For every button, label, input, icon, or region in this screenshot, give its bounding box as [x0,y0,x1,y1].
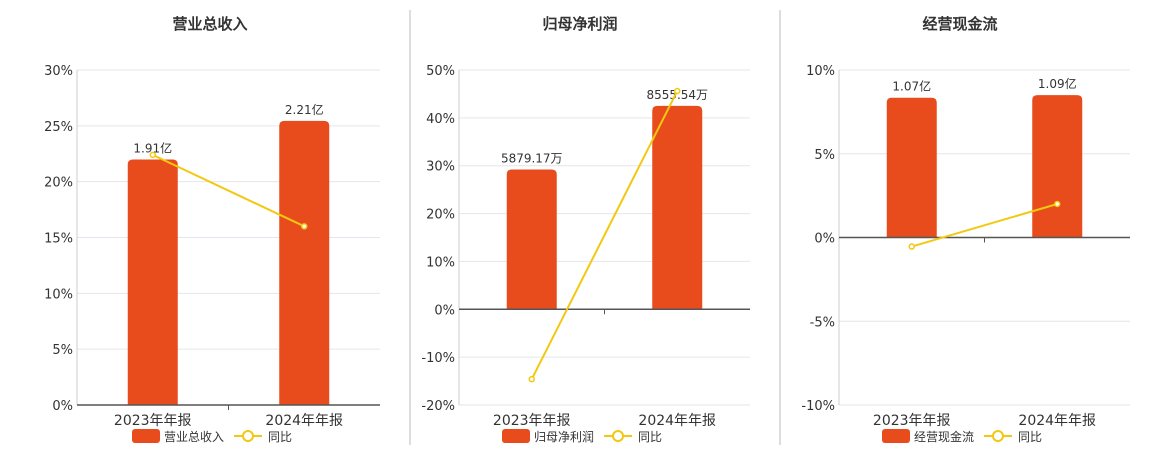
y-tick-label: 50% [426,64,455,79]
bar [506,169,557,310]
y-tick-label: 40% [426,112,455,127]
yoy-point [528,375,535,383]
legend-line-marker [612,430,624,442]
legend-line-label: 同比 [1018,430,1042,444]
y-tick-label: 0% [814,232,835,247]
x-tick-label: 2024年年报 [1018,413,1096,429]
yoy-line [152,153,305,228]
y-tick-label: -10% [801,399,835,414]
legend-line-label: 同比 [638,430,662,444]
yoy-point [149,151,156,159]
yoy-point [1054,200,1061,208]
yoy-point [301,223,308,230]
bar-data-label: 2.21亿 [285,102,324,117]
y-tick-label: 30% [44,64,73,79]
y-tick-label: -5% [810,315,835,330]
y-tick-label: 5% [814,148,835,163]
legend-bar-label: 经营现金流 [914,429,974,444]
chart-title: 营业总收入 [172,15,247,33]
legend-bar-swatch [502,429,530,443]
y-tick-label: 10% [426,255,455,270]
legend-line-label: 同比 [268,430,292,444]
x-tick-label: 2023年年报 [493,413,571,429]
x-tick-label: 2023年年报 [114,413,192,429]
y-tick-label: 5% [52,343,73,358]
chart-3: 经营现金流 -10% -5% 0% 5% 10% 1.07亿 1.09亿 2023年年报 2024… [801,15,1130,444]
bar [127,159,178,405]
bar [652,105,703,310]
yoy-line [530,90,679,380]
yoy-point [674,87,681,95]
y-tick-label: 25% [44,120,73,135]
legend-bar-swatch [132,429,160,443]
bar [886,97,937,238]
legend-bar-swatch [882,429,910,443]
x-tick-label: 2023年年报 [873,413,951,429]
chart-2: 归母净利润 -20% -10% 0% 10% 20% 30% 40% 50% 5879.17万 85… [421,15,750,444]
y-tick-label: -20% [421,399,455,414]
y-tick-label: 10% [806,64,835,79]
y-tick-label: 0% [434,303,455,318]
bar-data-label: 8555.54万 [646,88,708,102]
yoy-point [908,243,915,250]
bar [279,120,330,406]
yoy-line [911,203,1058,248]
x-tick-label: 2024年年报 [265,413,343,429]
chart-title: 经营现金流 [922,15,997,33]
y-tick-label: 15% [44,232,73,247]
legend-bar-label: 营业总收入 [164,430,224,444]
y-tick-label: 10% [44,287,73,302]
y-tick-label: 20% [426,208,455,223]
legend-bar-label: 归母净利润 [534,430,594,444]
chart-1: 营业总收入 0% 5% 10% 15% 20% 25% 30% 1.91亿 2.21亿 2023年年… [44,15,380,444]
x-tick-label: 2024年年报 [638,413,716,429]
bar-data-label: 1.09亿 [1038,76,1077,91]
y-tick-label: 30% [426,160,455,175]
y-tick-label: 0% [52,399,73,414]
legend-line-marker [992,430,1004,442]
bar [1032,95,1083,238]
y-tick-label: 20% [44,176,73,191]
legend-line-marker [242,430,254,442]
chart-title: 归母净利润 [542,15,617,33]
y-tick-label: -10% [421,351,455,366]
bar-data-label: 1.07亿 [892,79,931,94]
bar-data-label: 5879.17万 [501,152,563,166]
bar-data-label: 1.91亿 [133,140,172,155]
